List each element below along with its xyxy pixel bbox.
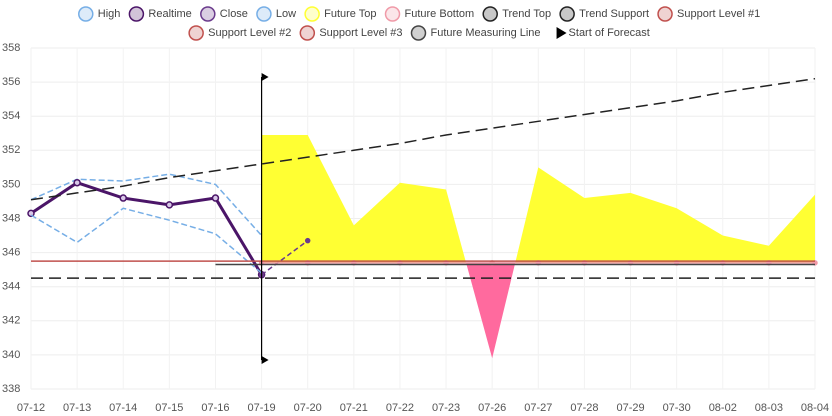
legend-item: Future Top (304, 6, 377, 22)
legend-label: Low (276, 8, 296, 20)
legend-label: Trend Support (579, 8, 649, 20)
legend-label: Support Level #1 (677, 8, 760, 20)
legend-label: Close (220, 8, 248, 20)
y-tick-label: 358 (2, 42, 20, 54)
legend-item: Realtime (128, 6, 192, 22)
legend-symbol (482, 6, 498, 22)
x-tick-label: 07-22 (386, 402, 414, 414)
x-tick-label: 08-02 (709, 402, 737, 414)
y-tick-label: 338 (2, 383, 20, 395)
legend-symbol (657, 6, 673, 22)
x-tick-label: 07-14 (109, 402, 137, 414)
x-tick-label: 07-26 (478, 402, 506, 414)
x-tick-label: 08-03 (755, 402, 783, 414)
legend-item: Start of Forecast (556, 27, 650, 39)
legend-label: Future Top (324, 8, 376, 20)
legend-symbol (559, 6, 575, 22)
legend-label: Support Level #3 (319, 27, 402, 39)
forecast-marker (261, 356, 269, 365)
legend-symbol (304, 6, 320, 22)
point (73, 178, 81, 187)
y-tick-label: 344 (2, 281, 20, 293)
legend-item: Support Level #3 (299, 25, 402, 41)
y-tick-label: 342 (2, 315, 20, 327)
legend-symbol (188, 25, 204, 41)
y-tick-label: 352 (2, 144, 20, 156)
legend-symbol (299, 25, 316, 41)
legend-symbol (256, 6, 272, 22)
legend-symbol (384, 6, 401, 22)
x-tick-label: 07-28 (570, 402, 598, 414)
legend-symbol (78, 6, 94, 22)
legend-label: High (98, 8, 121, 20)
y-tick-label: 348 (2, 212, 20, 224)
point (304, 237, 311, 244)
x-tick-label: 07-13 (63, 402, 91, 414)
legend-label: Trend Top (502, 8, 551, 20)
legend-label: Support Level #2 (208, 27, 291, 39)
legend-symbol (410, 25, 427, 41)
legend-label: Future Measuring Line (430, 27, 540, 39)
legend-item: Trend Top (482, 6, 551, 22)
series-line (30, 173, 263, 237)
x-tick-label: 08-04 (801, 402, 829, 414)
legend-label: Start of Forecast (569, 27, 650, 39)
series-line (30, 77, 816, 201)
legend-item: Future Measuring Line (410, 25, 541, 41)
legend-item: Low (256, 6, 296, 22)
series-line (30, 207, 263, 274)
x-tick-label: 07-30 (663, 402, 691, 414)
x-tick-label: 07-16 (201, 402, 229, 414)
point (165, 201, 174, 209)
y-tick-label: 346 (2, 247, 20, 259)
legend-item: Close (200, 6, 248, 22)
x-tick-label: 07-12 (17, 402, 45, 414)
y-tick-label: 350 (2, 178, 20, 190)
point (119, 194, 127, 202)
legend-symbol (128, 6, 145, 22)
legend-item: Support Level #2 (188, 25, 291, 41)
point (211, 194, 220, 202)
legend-item: Support Level #1 (657, 6, 760, 22)
legend-symbol (556, 27, 567, 39)
x-tick-label: 07-29 (616, 402, 644, 414)
x-tick-label: 07-19 (248, 402, 276, 414)
x-tick-label: 07-20 (294, 402, 322, 414)
legend-symbol (200, 6, 216, 22)
forecast-marker (261, 72, 269, 81)
legend-item: Future Bottom (384, 6, 475, 22)
legend-label: Realtime (148, 8, 191, 20)
legend-label: Future Bottom (405, 8, 475, 20)
x-tick-label: 07-15 (155, 402, 183, 414)
y-tick-label: 356 (2, 76, 20, 88)
series-line (30, 181, 263, 276)
legend-item: High (78, 6, 121, 22)
x-tick-label: 07-23 (432, 402, 460, 414)
series-line (261, 240, 309, 276)
y-tick-label: 340 (2, 349, 20, 361)
point (27, 209, 35, 218)
legend-item: Trend Support (559, 6, 649, 22)
x-tick-label: 07-27 (524, 402, 552, 414)
x-tick-label: 07-21 (340, 402, 368, 414)
area (261, 134, 815, 263)
y-tick-label: 354 (2, 110, 20, 122)
